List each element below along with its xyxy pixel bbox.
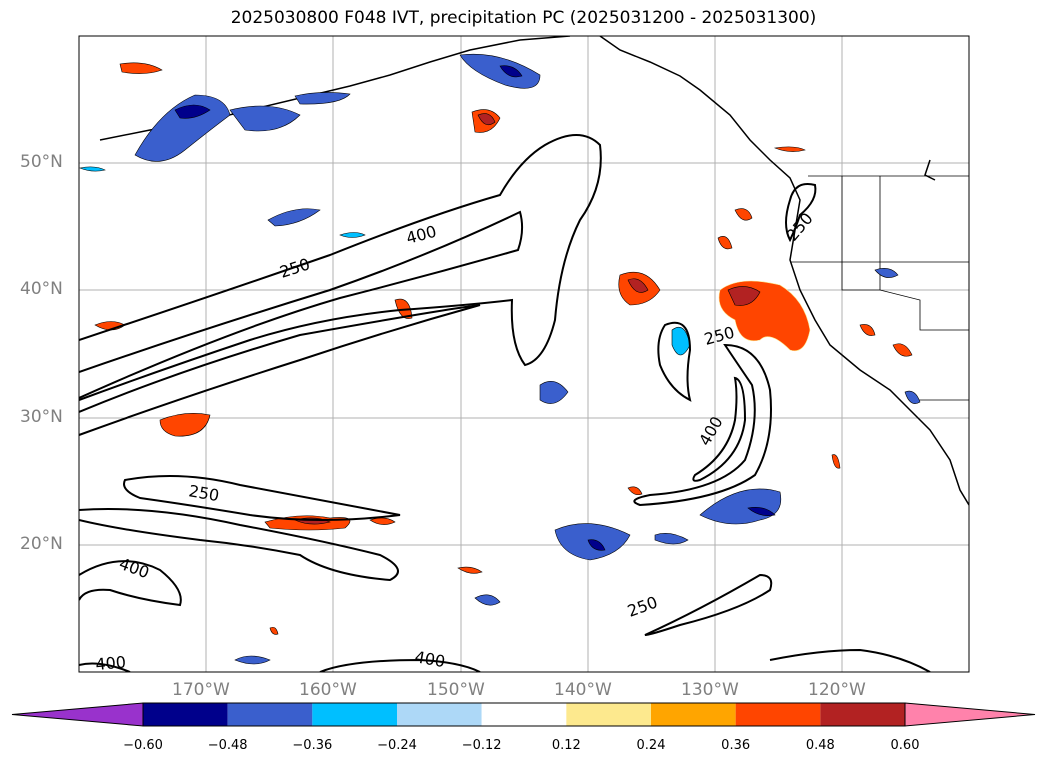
lon-label-170w: 170°W <box>172 680 230 700</box>
colorbar-bin <box>820 703 905 726</box>
colorbar-tick-label: 0.36 <box>721 738 751 753</box>
contour-label-layer: 400 250 250 400 250 250 400 400 250 400 … <box>95 209 817 674</box>
colorbar-tick-label: −0.36 <box>292 738 333 753</box>
contour-label: 250 <box>625 592 660 620</box>
lon-label-160w: 160°W <box>299 680 357 700</box>
positive-anomalies <box>94 62 913 635</box>
coastlines <box>99 36 969 506</box>
lat-label-50n: 50°N <box>20 152 63 172</box>
colorbar-tick-label: 0.48 <box>805 738 835 753</box>
lon-label-150w: 150°W <box>427 680 485 700</box>
colorbar-extend-high <box>904 702 1036 727</box>
contour-label: 400 <box>413 647 446 671</box>
contour-label: 400 <box>95 652 127 674</box>
colorbar-bin <box>566 703 651 726</box>
colorbar-bin <box>397 703 482 726</box>
ivt-contour <box>79 560 182 607</box>
ivt-contour <box>79 210 524 399</box>
contour-label: 250 <box>277 254 312 282</box>
ivt-contour <box>692 376 747 482</box>
ivt-contour <box>769 648 931 672</box>
ivt-contour <box>79 662 131 672</box>
ivt-contour <box>785 183 817 243</box>
colorbar-bin <box>312 703 397 726</box>
ivt-contour <box>79 508 399 582</box>
colorbar-bin <box>735 703 821 726</box>
colorbar-tick-label: −0.24 <box>377 738 417 753</box>
contour-label: 250 <box>187 481 220 505</box>
ivt-contour <box>319 658 481 672</box>
negative-anomalies <box>79 53 921 665</box>
colorbar-bin <box>651 703 736 726</box>
colorbar-bin <box>227 703 313 726</box>
ivt-contour <box>79 134 602 401</box>
contour-label: 250 <box>783 209 817 245</box>
ivt-contours <box>79 134 931 672</box>
lat-label-30n: 30°N <box>20 407 63 427</box>
ivt-contour <box>79 304 481 436</box>
colorbar-bin <box>481 703 567 726</box>
colorbar <box>11 702 1036 727</box>
colorbar-extend-low <box>11 702 144 727</box>
ivt-contour <box>123 475 401 521</box>
colorbar-frame <box>142 702 906 727</box>
contour-label: 400 <box>117 554 152 582</box>
negative-patch <box>459 53 541 89</box>
colorbar-tick-label: −0.12 <box>461 738 502 753</box>
graticule <box>79 36 969 672</box>
colorbar-tick-label: 0.12 <box>551 738 581 753</box>
lon-label-130w: 130°W <box>681 680 739 700</box>
colorbar-bin <box>143 703 228 726</box>
colorbar-tick-label: 0.24 <box>636 738 666 753</box>
ivt-contour <box>657 321 692 402</box>
colorbar-tick-label: −0.48 <box>207 738 248 753</box>
lat-label-40n: 40°N <box>20 279 63 299</box>
negative-patch <box>134 94 231 162</box>
lon-label-140w: 140°W <box>554 680 612 700</box>
lat-label-20n: 20°N <box>20 534 63 554</box>
colorbar-tick-label: 0.60 <box>890 738 920 753</box>
borders <box>790 175 969 401</box>
negative-patch <box>699 488 782 525</box>
map-frame <box>78 35 970 673</box>
positive-patch <box>159 413 211 437</box>
colorbar-tick-label: −0.60 <box>123 738 163 753</box>
ivt-contour <box>633 343 772 507</box>
ivt-contour <box>644 573 773 636</box>
lon-label-120w: 120°W <box>808 680 866 700</box>
map-title: 2025030800 F048 IVT, precipitation PC (2… <box>230 8 817 28</box>
